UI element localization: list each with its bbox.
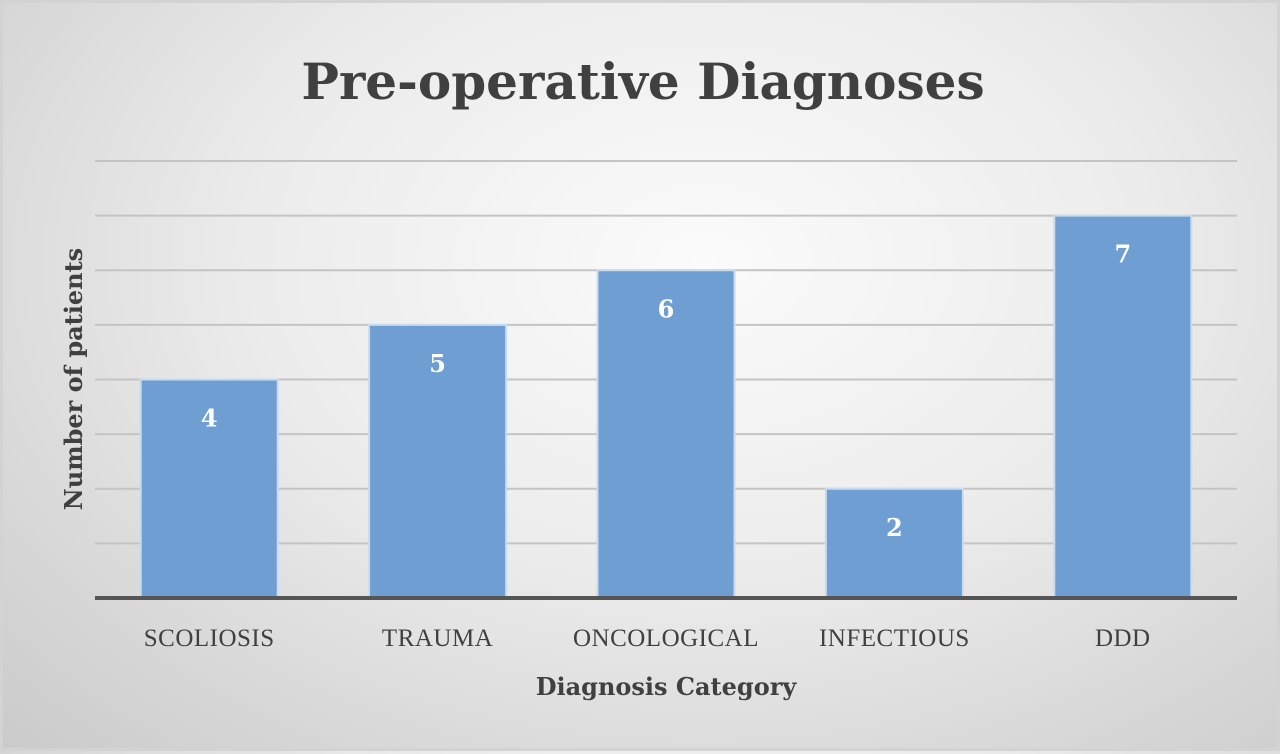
data-label-trauma: 5: [429, 349, 446, 378]
x-tick-label-scoliosis: SCOLIOSIS: [144, 625, 275, 652]
bar-infectious: [824, 487, 964, 599]
bar-chart: Pre-operative Diagnoses 4 5 6 2 7 SCOLIOSIS T…: [59, 52, 1237, 701]
bar-trauma: [368, 323, 508, 599]
chart-title: Pre-operative Diagnoses: [301, 52, 984, 111]
bar-ddd: [1053, 214, 1193, 599]
data-label-ddd: 7: [1114, 240, 1131, 269]
x-tick-label-ddd: DDD: [1095, 625, 1151, 652]
bar-oncological: [596, 269, 736, 599]
x-tick-label-trauma: TRAUMA: [382, 625, 493, 652]
bar-scoliosis: [139, 378, 279, 599]
x-tick-label-infectious: INFECTIOUS: [819, 625, 970, 652]
bars: [139, 214, 1193, 599]
data-labels: 4 5 6 2 7: [201, 240, 1131, 542]
y-axis-title: Number of patients: [59, 248, 88, 510]
data-label-oncological: 6: [658, 294, 675, 323]
x-tick-label-oncological: ONCOLOGICAL: [573, 625, 759, 652]
data-label-infectious: 2: [886, 513, 903, 542]
data-label-scoliosis: 4: [201, 404, 218, 433]
x-tick-labels: SCOLIOSIS TRAUMA ONCOLOGICAL INFECTIOUS DDD: [144, 625, 1151, 652]
x-axis-title: Diagnosis Category: [536, 672, 798, 701]
